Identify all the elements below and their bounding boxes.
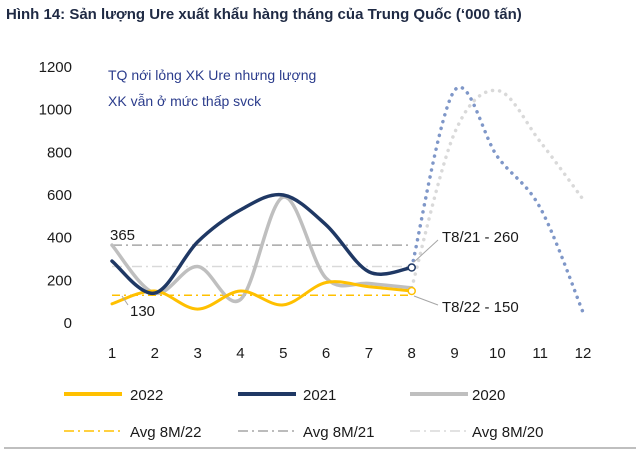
- legend-label-s2021: 2021: [303, 387, 336, 404]
- y-tick-label: 0: [64, 315, 72, 332]
- callout-365: 365: [110, 227, 135, 244]
- x-tick-label: 11: [532, 345, 548, 362]
- x-tick-label: 5: [279, 345, 287, 362]
- x-tick-label: 3: [193, 345, 201, 362]
- series-line-s2021_forecast: [409, 85, 585, 315]
- x-tick-label: 8: [408, 345, 416, 362]
- legend-label-avg20: Avg 8M/20: [472, 424, 543, 441]
- callout-130: 130: [130, 303, 155, 320]
- y-tick-label: 800: [47, 144, 72, 161]
- series-line-s2021: [110, 192, 414, 295]
- series-line-s2020_forecast: [409, 88, 585, 290]
- callout-130-leader: [121, 295, 129, 306]
- callout-t821: T8/21 - 260: [442, 229, 519, 246]
- y-tick-label: 200: [47, 272, 72, 289]
- legend-label-s2020: 2020: [472, 387, 505, 404]
- x-tick-label: 10: [489, 345, 506, 362]
- x-tick-label: 9: [450, 345, 458, 362]
- x-tick-label: 4: [236, 345, 244, 362]
- x-tick-label: 6: [322, 345, 330, 362]
- legend-label-s2022: 2022: [130, 387, 163, 404]
- callout-t821-leader: [413, 239, 439, 263]
- x-tick-label: 1: [108, 345, 116, 362]
- y-tick-label: 400: [47, 230, 72, 247]
- legend-label-avg22: Avg 8M/22: [130, 424, 201, 441]
- markers: [407, 263, 416, 296]
- y-tick-label: 1000: [39, 102, 72, 119]
- legend-label-avg21: Avg 8M/21: [303, 424, 374, 441]
- x-tick-label: 2: [151, 345, 159, 362]
- callout-t822-leader: [413, 295, 439, 306]
- marker-2021-m8: [407, 263, 416, 272]
- x-tick-label: 12: [575, 345, 592, 362]
- series-lines: [110, 85, 585, 315]
- x-tick-label: 7: [365, 345, 373, 362]
- annotation-line-1: TQ nới lỏng XK Ure nhưng lượng: [108, 67, 316, 83]
- legend: 2022 2021 2020 Avg 8M/22 Avg 8M/21 Avg 8M/20: [4, 387, 636, 449]
- callout-t822: T8/22 - 150: [442, 299, 519, 316]
- y-tick-label: 600: [47, 187, 72, 204]
- annotation-line-2: XK vẫn ở mức thấp svck: [108, 93, 262, 109]
- marker-2022-m8: [407, 286, 416, 296]
- chart-title: Hình 14: Sản lượng Ure xuất khẩu hàng th…: [6, 6, 522, 23]
- y-tick-label: 1200: [39, 59, 72, 76]
